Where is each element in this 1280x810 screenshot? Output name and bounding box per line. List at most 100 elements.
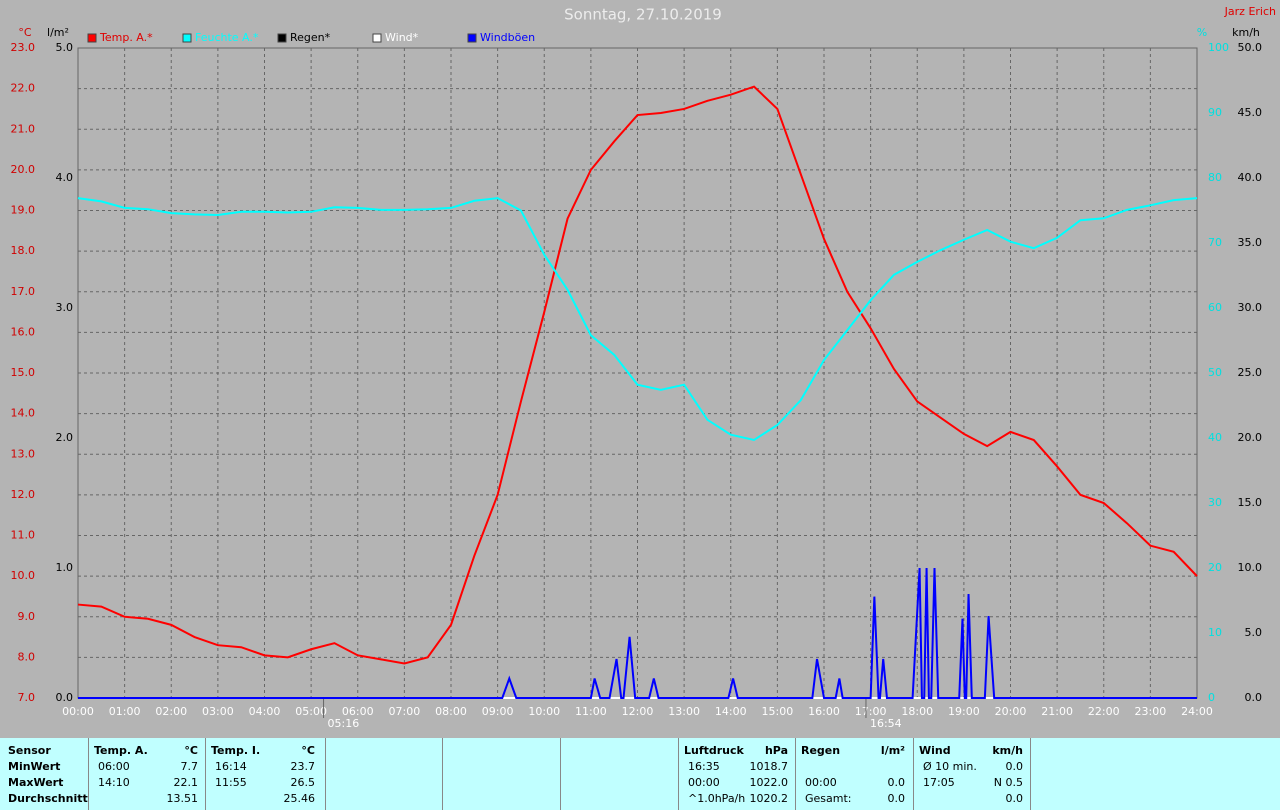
y-tick-label: 20 [1208, 561, 1222, 574]
column-divider [913, 738, 914, 810]
chart-title: Sonntag, 27.10.2019 [564, 6, 722, 24]
y-tick-label: 0.0 [1245, 691, 1263, 704]
table-cell: °C [184, 744, 198, 757]
sun-label: 05:16 [328, 717, 360, 730]
y-tick-label: 60 [1208, 301, 1222, 314]
column-divider [442, 738, 443, 810]
y-tick-label: 90 [1208, 106, 1222, 119]
x-tick-label: 06:00 [342, 705, 374, 718]
legend-swatch [182, 33, 192, 43]
table-cell: 00:00 [805, 776, 837, 789]
x-tick-label: 23:00 [1135, 705, 1167, 718]
table-cell: 23.7 [290, 760, 316, 773]
y-tick-label: 22.0 [11, 82, 36, 95]
y-tick-label: 80 [1208, 171, 1222, 184]
series-line [77, 197, 1198, 442]
x-tick-label: 14:00 [715, 705, 747, 718]
table-cell: Luftdruck [684, 744, 744, 757]
column-divider [88, 738, 89, 810]
table-cell: 14:10 [98, 776, 130, 789]
table-cell: MaxWert [8, 776, 64, 789]
y-tick-label: 7.0 [18, 691, 36, 704]
x-tick-label: 15:00 [762, 705, 794, 718]
axis-unit: % [1197, 26, 1207, 39]
sun-label: 16:54 [870, 717, 902, 730]
y-tick-label: 19.0 [11, 204, 36, 217]
table-cell: 22.1 [173, 776, 199, 789]
x-tick-label: 07:00 [389, 705, 421, 718]
table-cell: km/h [992, 744, 1023, 757]
y-tick-label: 10.0 [11, 569, 36, 582]
table-cell: 0.0 [887, 776, 906, 789]
stats-table: Sensor MinWert MaxWert Durchschnitt Temp. A.… [0, 738, 1280, 810]
x-tick-label: 22:00 [1088, 705, 1120, 718]
x-tick-label: 21:00 [1041, 705, 1073, 718]
column-divider [795, 738, 796, 810]
y-tick-label: 50.0 [1238, 41, 1263, 54]
x-tick-label: 01:00 [109, 705, 141, 718]
y-tick-label: 9.0 [18, 610, 36, 623]
legend-label: Feuchte A.* [195, 31, 259, 44]
x-tick-label: 17:00 [855, 705, 887, 718]
y-tick-label: 18.0 [11, 244, 36, 257]
table-cell: 1018.7 [749, 760, 789, 773]
legend-label: Windböen [480, 31, 535, 44]
legend-swatch [277, 33, 287, 43]
column-divider [678, 738, 679, 810]
y-tick-label: 2.0 [56, 431, 74, 444]
legend-swatch [87, 33, 97, 43]
x-tick-label: 00:00 [62, 705, 94, 718]
axis-unit: l/m² [47, 26, 69, 39]
column-divider [325, 738, 326, 810]
table-cell: Wind [919, 744, 951, 757]
x-tick-label: 09:00 [482, 705, 514, 718]
table-cell: 25.46 [283, 792, 316, 805]
x-tick-label: 13:00 [668, 705, 700, 718]
table-cell: 1020.2 [749, 792, 789, 805]
table-cell: 16:35 [688, 760, 720, 773]
x-tick-label: 16:00 [808, 705, 840, 718]
column-divider [205, 738, 206, 810]
table-cell: 16:14 [215, 760, 247, 773]
y-tick-label: 4.0 [56, 171, 74, 184]
x-tick-label: 02:00 [155, 705, 187, 718]
series-line [78, 567, 1197, 699]
y-tick-label: 40.0 [1238, 171, 1263, 184]
table-cell: 1022.0 [749, 776, 789, 789]
y-tick-label: 8.0 [18, 650, 36, 663]
y-tick-label: 5.0 [1245, 626, 1263, 639]
y-tick-label: 17.0 [11, 285, 36, 298]
y-tick-label: 30 [1208, 496, 1222, 509]
series-line [77, 85, 1198, 665]
table-cell: Temp. A. [94, 744, 148, 757]
table-cell: 17:05 [923, 776, 955, 789]
x-tick-label: 04:00 [249, 705, 281, 718]
y-tick-label: 12.0 [11, 488, 36, 501]
x-tick-label: 03:00 [202, 705, 234, 718]
y-tick-label: 10 [1208, 626, 1222, 639]
y-tick-label: 50 [1208, 366, 1222, 379]
table-cell: Regen [801, 744, 841, 757]
y-tick-label: 30.0 [1238, 301, 1263, 314]
table-cell: MinWert [8, 760, 61, 773]
y-tick-label: 0 [1208, 691, 1215, 704]
axis-unit: km/h [1232, 26, 1260, 39]
author: Jarz Erich [1224, 5, 1276, 18]
table-cell: l/m² [880, 744, 905, 757]
x-tick-label: 18:00 [901, 705, 933, 718]
y-tick-label: 0.0 [56, 691, 74, 704]
table-cell: Durchschnitt [8, 792, 88, 805]
chart: Sonntag, 27.10.2019 Jarz Erich °C l/m² %… [11, 5, 1277, 730]
x-tick-label: 12:00 [622, 705, 654, 718]
x-tick-label: 11:00 [575, 705, 607, 718]
x-tick-label: 05:00 [295, 705, 327, 718]
y-tick-label: 20.0 [1238, 431, 1263, 444]
y-tick-label: 100 [1208, 41, 1229, 54]
table-cell: Temp. I. [211, 744, 261, 757]
x-tick-label: 19:00 [948, 705, 980, 718]
table-cell: 0.0 [887, 792, 906, 805]
y-tick-label: 25.0 [1238, 366, 1263, 379]
table-cell: ^1.0hPa/h [688, 792, 746, 805]
table-cell: 11:55 [215, 776, 247, 789]
